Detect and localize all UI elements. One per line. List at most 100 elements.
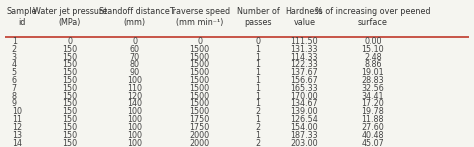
Text: Sample
id: Sample id [7,6,37,27]
Text: 28.83: 28.83 [362,76,384,85]
Text: 1: 1 [255,92,260,101]
Text: 90: 90 [130,68,140,77]
Text: 2000: 2000 [190,139,210,147]
Text: 4: 4 [12,60,17,69]
Text: 70: 70 [130,52,140,62]
Text: 32.56: 32.56 [362,84,384,93]
Text: 150: 150 [63,84,78,93]
Text: 126.54: 126.54 [291,115,318,124]
Text: 150: 150 [63,92,78,101]
Text: 5: 5 [12,68,17,77]
Text: 34.41: 34.41 [362,92,384,101]
Text: 2.48: 2.48 [364,52,382,62]
Text: 134.67: 134.67 [291,100,318,108]
Text: 10: 10 [12,107,22,116]
Text: 1: 1 [255,52,260,62]
Text: 8: 8 [12,92,17,101]
Text: 80: 80 [130,60,140,69]
Text: 100: 100 [128,139,142,147]
Text: 120: 120 [127,92,142,101]
Text: 150: 150 [63,76,78,85]
Text: 187.33: 187.33 [291,131,318,140]
Text: 1: 1 [255,68,260,77]
Text: 122.33: 122.33 [291,60,318,69]
Text: 9: 9 [12,100,17,108]
Text: 2: 2 [255,139,261,147]
Text: 150: 150 [63,45,78,54]
Text: 7: 7 [12,84,17,93]
Text: 1750: 1750 [190,115,210,124]
Text: 2: 2 [255,123,261,132]
Text: 0.00: 0.00 [364,37,382,46]
Text: 140: 140 [128,100,142,108]
Text: 1: 1 [255,84,260,93]
Text: Standoff distance
(mm): Standoff distance (mm) [100,6,170,27]
Text: 3: 3 [12,52,17,62]
Text: 110: 110 [128,84,142,93]
Text: Water jet pressure
(MPa): Water jet pressure (MPa) [33,6,107,27]
Text: 0: 0 [255,37,260,46]
Text: Traverse speed
(mm min⁻¹): Traverse speed (mm min⁻¹) [169,6,230,27]
Text: 150: 150 [63,60,78,69]
Text: 156.67: 156.67 [291,76,318,85]
Text: 12: 12 [12,123,22,132]
Text: 11: 11 [12,115,22,124]
Text: 150: 150 [63,52,78,62]
Text: 1: 1 [255,60,260,69]
Text: 1500: 1500 [190,68,210,77]
Text: 0: 0 [67,37,73,46]
Text: 2: 2 [12,45,17,54]
Text: 1500: 1500 [190,100,210,108]
Text: % of increasing over peened
surface: % of increasing over peened surface [315,6,430,27]
Text: 2: 2 [255,107,261,116]
Text: 0: 0 [197,37,202,46]
Text: 1500: 1500 [190,84,210,93]
Text: 19.78: 19.78 [362,107,384,116]
Text: 154.00: 154.00 [291,123,318,132]
Text: 6: 6 [12,76,17,85]
Text: 13: 13 [12,131,22,140]
Text: 11.88: 11.88 [362,115,384,124]
Text: 100: 100 [128,76,142,85]
Text: 1500: 1500 [190,60,210,69]
Text: 170.00: 170.00 [291,92,318,101]
Text: 1: 1 [255,115,260,124]
Text: 100: 100 [128,115,142,124]
Text: 0: 0 [132,37,137,46]
Text: 137.67: 137.67 [291,68,318,77]
Text: 139.00: 139.00 [291,107,318,116]
Text: 1: 1 [255,131,260,140]
Text: 2000: 2000 [190,131,210,140]
Text: 150: 150 [63,139,78,147]
Text: 111.50: 111.50 [291,37,318,46]
Text: 1: 1 [255,45,260,54]
Text: 150: 150 [63,100,78,108]
Text: 150: 150 [63,123,78,132]
Text: 27.60: 27.60 [362,123,384,132]
Text: 1500: 1500 [190,92,210,101]
Text: 1750: 1750 [190,123,210,132]
Text: 1: 1 [12,37,17,46]
Text: 150: 150 [63,131,78,140]
Text: 1: 1 [255,100,260,108]
Text: 150: 150 [63,68,78,77]
Text: 114.33: 114.33 [291,52,318,62]
Text: 1500: 1500 [190,107,210,116]
Text: 100: 100 [128,107,142,116]
Text: 165.33: 165.33 [291,84,318,93]
Text: 40.48: 40.48 [362,131,384,140]
Text: 17.20: 17.20 [362,100,384,108]
Text: 1500: 1500 [190,76,210,85]
Text: 1500: 1500 [190,45,210,54]
Text: 8.86: 8.86 [364,60,382,69]
Text: 14: 14 [12,139,22,147]
Text: 150: 150 [63,115,78,124]
Text: 100: 100 [128,131,142,140]
Text: 19.01: 19.01 [362,68,384,77]
Text: 131.33: 131.33 [291,45,318,54]
Text: 203.00: 203.00 [291,139,318,147]
Text: 100: 100 [128,123,142,132]
Text: 1500: 1500 [190,52,210,62]
Text: 150: 150 [63,107,78,116]
Text: 15.10: 15.10 [362,45,384,54]
